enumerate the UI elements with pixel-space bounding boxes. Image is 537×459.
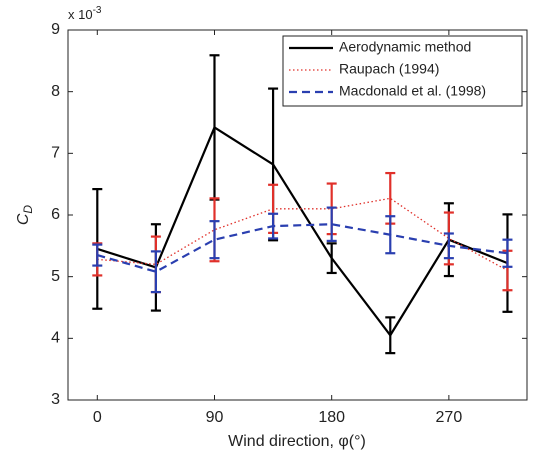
y-axis-label: CD: [15, 205, 35, 226]
error-bar: [443, 232, 454, 260]
x-axis-label: Wind direction, φ(°): [228, 433, 366, 450]
y-tick-label: 3: [51, 391, 60, 408]
error-bar: [92, 243, 103, 267]
y-tick-label: 7: [51, 145, 60, 162]
y-tick-label: 6: [51, 206, 60, 223]
series-line: [96, 223, 508, 273]
multiplier-exponent: -3: [93, 5, 102, 16]
error-bar: [385, 215, 396, 255]
x-tick-label: 180: [318, 409, 345, 426]
legend-label: Raupach (1994): [339, 61, 439, 77]
error-bar: [268, 212, 279, 240]
error-bar: [326, 242, 337, 275]
multiplier-text: x 10: [68, 7, 93, 22]
x-tick-label: 90: [206, 409, 224, 426]
error-bar: [326, 206, 337, 242]
error-bar: [502, 238, 513, 268]
x-tick-label: 270: [436, 409, 463, 426]
y-label-text: C: [15, 213, 32, 225]
error-bar: [385, 316, 396, 355]
error-bar: [209, 220, 220, 260]
y-tick-label: 4: [51, 330, 60, 347]
y-label-subscript: D: [21, 205, 35, 214]
legend-label: Macdonald et al. (1998): [339, 83, 486, 99]
y-axis-label-main: CD: [15, 205, 35, 226]
error-bar: [150, 250, 161, 294]
series-line: [96, 125, 508, 338]
y-tick-label: 9: [51, 21, 60, 38]
legend-label: Aerodynamic method: [339, 39, 471, 55]
x-tick-label: 0: [93, 409, 102, 426]
y-tick-label: 8: [51, 83, 60, 100]
y-tick-label: 5: [51, 268, 60, 285]
y-multiplier: x 10-3: [68, 5, 102, 23]
